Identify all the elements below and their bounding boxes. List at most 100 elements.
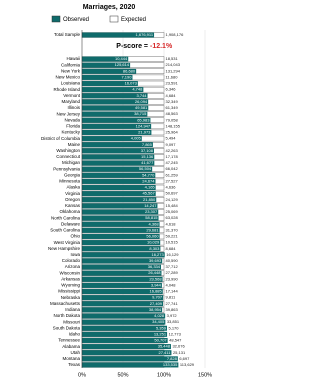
observed-bar bbox=[82, 221, 160, 227]
expected-label: 48,547 bbox=[169, 338, 182, 343]
x-tick-label: 150% bbox=[198, 372, 212, 378]
expected-label: 63,028 bbox=[166, 215, 179, 220]
expected-label: 59,221 bbox=[166, 234, 179, 239]
expected-label: 79,058 bbox=[166, 117, 179, 122]
row-label: Massachusetts bbox=[50, 301, 81, 306]
row-label: Pennsylvania bbox=[53, 166, 80, 171]
observed-bar bbox=[82, 313, 166, 319]
observed-bar bbox=[82, 209, 159, 215]
observed-bar bbox=[82, 129, 152, 135]
observed-label: 8,303 bbox=[149, 246, 160, 251]
observed-bar bbox=[82, 319, 166, 325]
observed-bar bbox=[82, 68, 137, 74]
expected-label: 42,263 bbox=[166, 148, 179, 153]
expected-label: 4,684 bbox=[166, 93, 177, 98]
observed-label: 86,680 bbox=[123, 68, 136, 73]
observed-bar bbox=[82, 289, 163, 295]
observed-bar bbox=[82, 87, 144, 93]
observed-bar bbox=[82, 246, 161, 252]
observed-bar bbox=[82, 350, 172, 356]
row-label: Nebraska bbox=[61, 295, 81, 300]
observed-bar bbox=[82, 160, 155, 166]
observed-label: 16,885 bbox=[150, 289, 163, 294]
expected-label: 16,129 bbox=[166, 252, 179, 257]
expected-label: 5,494 bbox=[166, 136, 177, 141]
row-label: South Carolina bbox=[50, 228, 80, 233]
observed-bar bbox=[82, 356, 178, 362]
row-label: Louisiana bbox=[61, 81, 81, 86]
row-label: Kansas bbox=[65, 203, 81, 208]
expected-label: 23,591 bbox=[166, 81, 179, 86]
observed-label: 9,707 bbox=[152, 295, 163, 300]
observed-bar bbox=[82, 93, 148, 99]
observed-label: 7,828 bbox=[167, 356, 178, 361]
observed-bar bbox=[82, 105, 149, 111]
observed-label: 15,136 bbox=[141, 154, 154, 159]
pscore-label: P-score = bbox=[116, 43, 148, 50]
row-label: Tennessee bbox=[58, 338, 80, 343]
observed-bar bbox=[82, 191, 156, 197]
pscore-value: -12.1% bbox=[150, 43, 173, 50]
observed-label: 124,947 bbox=[136, 123, 151, 128]
observed-label: 4,005 bbox=[131, 136, 142, 141]
row-label: Illinois bbox=[67, 105, 80, 110]
expected-label: 31,370 bbox=[166, 227, 179, 232]
observed-bar bbox=[82, 337, 168, 343]
row-label: Rhode Island bbox=[53, 87, 80, 92]
observed-label: 41,677 bbox=[141, 160, 154, 165]
row-label: South Dakota bbox=[53, 325, 81, 330]
row-label: New York bbox=[61, 68, 81, 73]
observed-bar bbox=[82, 154, 155, 160]
observed-label: 24,674 bbox=[142, 178, 155, 183]
expected-label: 32,676 bbox=[172, 344, 185, 349]
observed-bar bbox=[82, 295, 164, 301]
observed-label: 21,850 bbox=[143, 197, 156, 202]
observed-label: 26,094 bbox=[135, 99, 148, 104]
observed-bar bbox=[82, 56, 129, 62]
expected-label: 27,741 bbox=[166, 301, 179, 306]
expected-label: 12,773 bbox=[169, 331, 182, 336]
expected-label: 39,863 bbox=[166, 307, 179, 312]
legend-swatch bbox=[109, 15, 119, 23]
observed-label: 7,865 bbox=[142, 142, 153, 147]
observed-bar bbox=[82, 264, 162, 270]
observed-bar bbox=[82, 32, 155, 38]
expected-label: 50,697 bbox=[166, 191, 179, 196]
row-label: Iowa bbox=[70, 252, 80, 257]
expected-label: 4,048 bbox=[166, 282, 177, 287]
row-label: Connecticut bbox=[56, 154, 81, 159]
expected-label: 25,069 bbox=[166, 209, 179, 214]
expected-label: 25,131 bbox=[173, 350, 186, 355]
expected-label: 9,811 bbox=[166, 295, 176, 300]
observed-label: 4,028 bbox=[154, 313, 165, 318]
observed-label: 10,444 bbox=[115, 56, 128, 61]
observed-label: 49,581 bbox=[135, 105, 148, 110]
row-label: Vermont bbox=[63, 93, 81, 98]
observed-bar bbox=[82, 227, 160, 233]
expected-label: 32,349 bbox=[166, 99, 179, 104]
expected-label: 15,484 bbox=[166, 203, 179, 208]
row-label: Georgia bbox=[64, 172, 81, 177]
observed-bar bbox=[82, 81, 138, 87]
observed-label: 4,165 bbox=[145, 185, 156, 190]
observed-label: 125,614 bbox=[115, 62, 130, 67]
observed-label: 21,973 bbox=[138, 130, 151, 135]
expected-label: 48,563 bbox=[166, 111, 179, 116]
observed-label: 16,273 bbox=[151, 252, 164, 257]
observed-bar bbox=[82, 148, 154, 154]
observed-bar bbox=[82, 270, 162, 276]
observed-bar bbox=[82, 62, 131, 68]
expected-label: 27,527 bbox=[166, 178, 179, 183]
observed-label: 27,411 bbox=[159, 350, 172, 355]
observed-label: 45,567 bbox=[142, 191, 155, 196]
observed-label: 34,405 bbox=[152, 319, 165, 324]
x-tick-label: 100% bbox=[157, 372, 171, 378]
row-label: District of Columbia bbox=[41, 136, 81, 141]
observed-bar bbox=[82, 172, 156, 178]
expected-label: 5,170 bbox=[168, 325, 179, 330]
observed-label: 3,944 bbox=[151, 282, 162, 287]
row-label: West Virginia bbox=[54, 240, 81, 245]
row-label: Washington bbox=[56, 148, 80, 153]
expected-label: 11,680 bbox=[166, 74, 179, 79]
observed-label: 23,568 bbox=[149, 276, 162, 281]
